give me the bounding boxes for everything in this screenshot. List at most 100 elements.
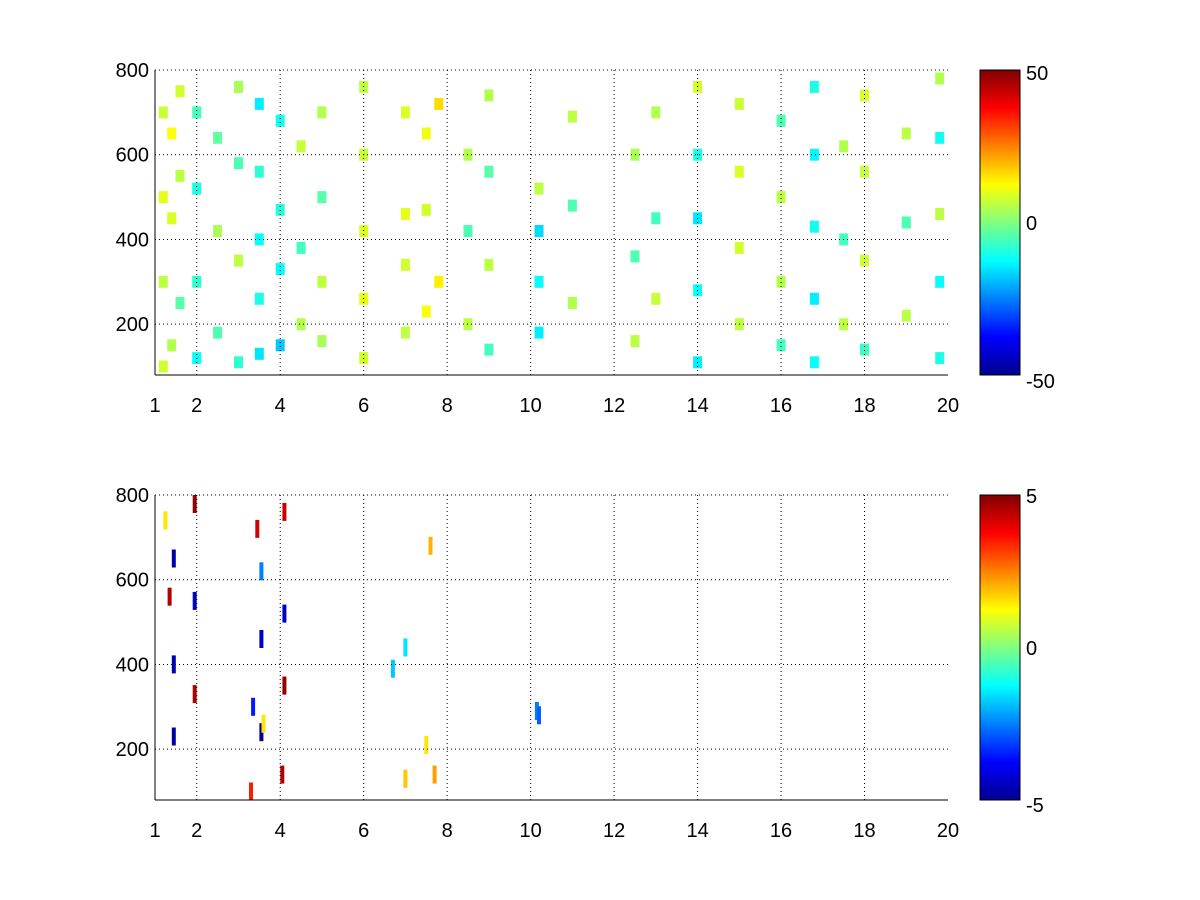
heatmap-cell — [484, 165, 494, 178]
x-tick-label: 16 — [770, 820, 792, 842]
heatmap-cell — [809, 356, 819, 369]
heatmap-cell — [734, 97, 744, 110]
heatmap-cell — [254, 165, 264, 178]
x-tick-label: 18 — [853, 395, 875, 417]
heatmap-cell — [651, 292, 661, 305]
heatmap-cell — [935, 72, 945, 85]
heatmap-cell — [296, 318, 306, 331]
heatmap-cell — [275, 263, 285, 276]
heatmap-cell — [158, 191, 168, 204]
heatmap-cell — [400, 258, 410, 271]
heatmap-cell — [421, 127, 431, 140]
heatmap-cell — [317, 335, 327, 348]
x-tick-label: 14 — [686, 820, 708, 842]
heatmap-cell — [259, 562, 264, 581]
heatmap-cell — [167, 127, 177, 140]
heatmap-cell — [317, 106, 327, 119]
heatmap-cell — [275, 339, 285, 352]
heatmap-cell — [282, 676, 287, 695]
heatmap-cell — [434, 97, 444, 110]
heatmap-cell — [567, 199, 577, 212]
heatmap-cell — [192, 495, 197, 513]
heatmap-cell — [776, 191, 786, 204]
x-tick-label: 18 — [853, 820, 875, 842]
heatmap-cell — [390, 659, 395, 678]
colorbar-bottom: 5 0 -5 — [979, 486, 1044, 817]
x-tick-label: 8 — [442, 820, 453, 842]
heatmap-cell — [261, 714, 266, 733]
heatmap-cell — [484, 258, 494, 271]
colorbar-top-gradient — [979, 69, 1021, 376]
heatmap-cell — [259, 630, 264, 648]
heatmap-cell — [234, 80, 243, 93]
heatmap-cell — [484, 343, 494, 356]
colorbar-bottom-mid-label: 0 — [1026, 638, 1037, 660]
heatmap-cell — [234, 157, 243, 170]
heatmap-cell — [280, 765, 285, 784]
y-tick-label: 600 — [116, 145, 149, 167]
heatmap-cell — [839, 140, 849, 153]
heatmap-cell — [171, 549, 176, 568]
heatmap-cell — [651, 212, 661, 225]
heatmap-cell — [534, 225, 544, 237]
heatmap-cell — [809, 292, 819, 305]
heatmap-cell — [935, 131, 945, 144]
y-tick-label: 800 — [116, 485, 149, 507]
heatmap-cell — [734, 165, 744, 178]
heatmap-cell — [400, 208, 410, 220]
x-tick-label: 8 — [442, 395, 453, 417]
heatmap-cell — [175, 169, 185, 182]
heatmap-cell — [213, 326, 223, 339]
heatmap-cell — [400, 106, 410, 119]
heatmap-cell — [432, 765, 437, 784]
heatmap-cell — [167, 212, 177, 225]
colorbar-bottom-gradient — [979, 494, 1021, 801]
heatmap-cell — [484, 89, 494, 102]
heatmap-cell — [860, 89, 869, 102]
heatmap-cell — [213, 225, 223, 237]
colorbar-top: 50 0 -50 — [979, 63, 1055, 393]
x-tick-label: 1 — [149, 820, 160, 842]
heatmap-cell — [463, 225, 473, 237]
heatmap-cell — [254, 347, 264, 360]
y-tick-label: 600 — [116, 570, 149, 592]
colorbar-bottom-max-label: 5 — [1026, 486, 1037, 508]
heatmap-cell — [282, 604, 287, 623]
heatmap-cell — [171, 655, 176, 674]
heatmap-cell — [421, 305, 431, 318]
heatmap-cell — [428, 536, 433, 555]
heatmap-cell — [255, 519, 260, 538]
heatmap-cell — [534, 326, 544, 339]
x-tick-label: 12 — [603, 820, 625, 842]
x-tick-label: 1 — [149, 395, 160, 417]
heatmap-cell — [809, 220, 819, 233]
heatmap-cell — [809, 80, 819, 93]
x-tick-label: 10 — [520, 395, 542, 417]
x-tick-label: 6 — [358, 820, 369, 842]
heatmap-cell — [403, 769, 408, 788]
heatmap-cell — [192, 275, 202, 288]
heatmap-cell — [234, 356, 243, 369]
heatmap-cell — [171, 727, 176, 746]
heatmap-cell — [158, 275, 168, 288]
heatmap-cell — [175, 297, 185, 309]
heatmap-cell — [567, 110, 577, 123]
heatmap-cell — [935, 208, 945, 220]
heatmap-cell — [901, 127, 911, 140]
heatmap-cell — [251, 697, 256, 716]
heatmap-cell — [860, 165, 869, 178]
heatmap-cell — [860, 254, 869, 267]
x-tick-label: 10 — [520, 820, 542, 842]
heatmap-cell — [534, 702, 539, 720]
x-tick-label: 12 — [603, 395, 625, 417]
heatmap-cell — [534, 182, 544, 195]
x-tick-label: 20 — [937, 820, 959, 842]
heatmap-cell — [259, 723, 264, 742]
heatmap-cell — [317, 275, 327, 288]
heatmap-cell — [282, 502, 287, 521]
heatmap-cell — [192, 106, 202, 119]
heatmap-cell — [630, 250, 640, 263]
heatmap-cell — [167, 587, 172, 606]
